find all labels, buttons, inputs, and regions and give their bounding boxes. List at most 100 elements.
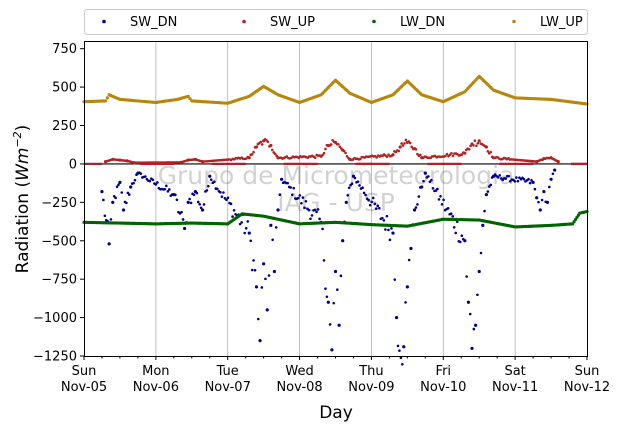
data-point — [373, 202, 377, 206]
data-point — [449, 212, 453, 216]
data-point — [264, 277, 267, 281]
data-point — [476, 142, 480, 145]
data-point — [226, 196, 230, 200]
data-point — [102, 198, 105, 202]
data-point — [195, 191, 199, 195]
data-point — [154, 183, 158, 186]
data-point — [207, 184, 210, 188]
data-point — [451, 215, 454, 218]
data-point — [183, 226, 187, 231]
data-point — [198, 202, 201, 206]
legend-marker — [372, 19, 376, 24]
data-point — [513, 180, 517, 183]
data-point — [222, 191, 225, 194]
data-point — [246, 220, 250, 223]
data-point — [330, 348, 334, 352]
data-point — [463, 151, 467, 155]
data-point — [256, 317, 260, 321]
data-point — [205, 189, 209, 192]
data-point — [451, 154, 455, 158]
legend-label: SW_UP — [270, 15, 315, 30]
data-point — [186, 200, 190, 204]
data-point — [220, 195, 224, 198]
data-point — [364, 193, 367, 197]
y-axis-label-exp: −2 — [11, 131, 24, 147]
data-point — [476, 293, 479, 297]
data-point — [114, 196, 117, 200]
y-tick-label: 0 — [69, 157, 77, 172]
legend-label: LW_UP — [540, 15, 583, 30]
data-point — [515, 176, 518, 179]
data-point — [381, 216, 384, 220]
y-axis-label: Radiation (Wm−2) — [11, 125, 33, 274]
data-point — [259, 140, 263, 144]
data-point — [445, 152, 449, 156]
data-point — [333, 269, 338, 274]
data-point — [474, 323, 478, 327]
data-point — [313, 156, 317, 159]
y-tick-label: −500 — [41, 234, 77, 249]
data-point — [332, 301, 336, 305]
data-point — [385, 155, 389, 159]
data-point — [303, 206, 306, 210]
data-point — [290, 193, 294, 197]
data-point — [244, 226, 248, 230]
x-axis-label: Day — [319, 403, 353, 423]
data-point — [440, 203, 444, 206]
data-point — [129, 185, 133, 189]
y-axis-label-close: ) — [13, 125, 33, 132]
data-point — [549, 177, 553, 181]
data-point — [126, 191, 130, 195]
data-point — [530, 179, 533, 182]
data-point — [209, 178, 213, 181]
legend-label: LW_DN — [400, 15, 445, 30]
data-point — [231, 215, 234, 218]
data-point — [181, 218, 185, 221]
data-point — [356, 180, 360, 183]
data-point — [347, 186, 351, 190]
watermark-line1: Grupo de Micrometeorologia — [158, 161, 515, 190]
data-point — [316, 208, 320, 211]
data-point — [460, 153, 464, 156]
x-tick-label-day: Sat — [504, 364, 525, 379]
x-tick-label-date: Nov-10 — [420, 380, 466, 395]
x-tick-label-date: Nov-07 — [205, 380, 251, 395]
data-point — [399, 356, 403, 360]
data-point — [527, 177, 530, 181]
data-point — [118, 180, 122, 184]
y-tick-label: −1250 — [33, 350, 77, 365]
data-point — [322, 151, 326, 155]
data-point — [309, 217, 312, 221]
data-point — [368, 203, 372, 207]
data-point — [531, 180, 535, 184]
data-point — [375, 156, 378, 159]
data-point — [458, 240, 462, 244]
data-point — [100, 189, 104, 194]
data-point — [276, 208, 280, 212]
data-point — [297, 196, 300, 200]
data-point — [219, 191, 222, 194]
data-point — [151, 178, 155, 182]
x-tick-label-date: Nov-11 — [492, 380, 538, 395]
data-point — [454, 231, 458, 235]
y-tick-label: 750 — [52, 42, 77, 57]
data-point — [200, 208, 205, 212]
data-point — [472, 327, 476, 331]
y-tick-label: 500 — [52, 81, 77, 96]
x-tick-label-day: Sun — [575, 364, 600, 379]
data-point — [358, 157, 362, 161]
data-point — [271, 238, 274, 242]
y-tick-label: 250 — [52, 119, 77, 134]
data-point — [384, 228, 387, 231]
data-point — [509, 179, 512, 183]
data-point — [260, 143, 264, 146]
data-point — [398, 145, 402, 149]
data-point — [472, 143, 475, 147]
data-point — [556, 160, 560, 164]
data-point — [537, 200, 540, 204]
data-point — [103, 214, 107, 218]
data-point — [344, 151, 347, 155]
data-point — [489, 150, 493, 154]
data-point — [202, 203, 206, 206]
data-point — [393, 278, 397, 281]
